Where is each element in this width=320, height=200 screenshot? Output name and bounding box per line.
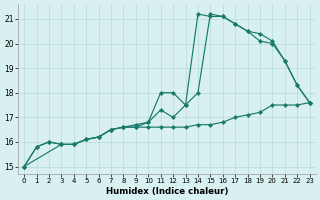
X-axis label: Humidex (Indice chaleur): Humidex (Indice chaleur)	[106, 187, 228, 196]
